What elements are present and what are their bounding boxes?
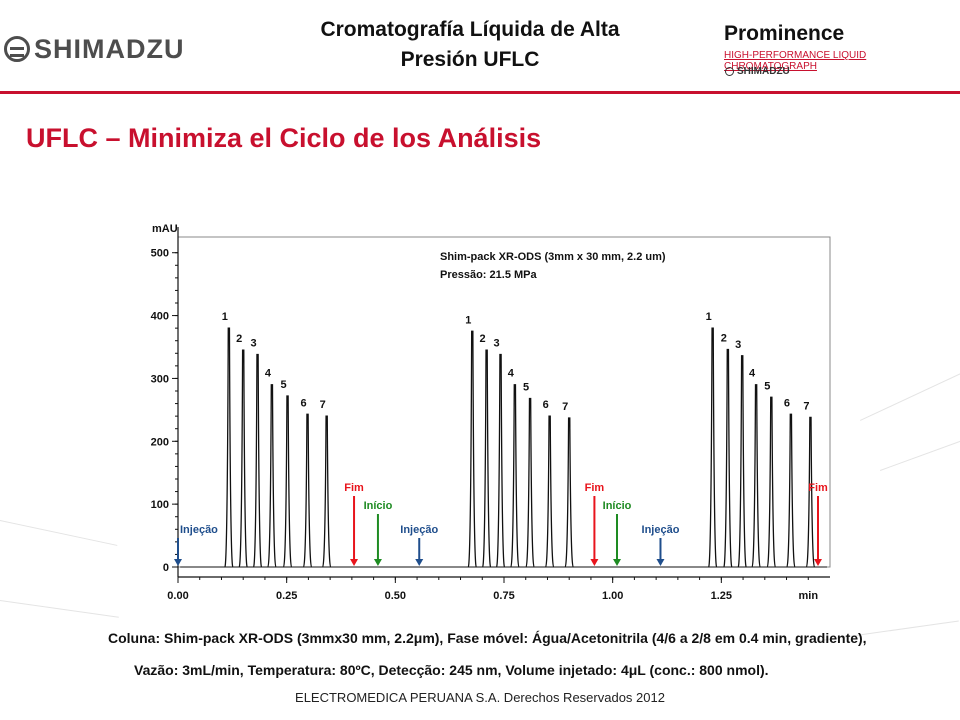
peak-label: 4 [749, 368, 756, 380]
x-tick-label: 0.50 [385, 590, 406, 602]
chromatogram-peak [224, 327, 234, 568]
chromatogram-peak [510, 384, 520, 568]
slide-heading: UFLC – Minimiza el Ciclo de los Análisis [26, 123, 542, 153]
chromatogram-peak [282, 395, 293, 568]
chromatogram-peak [723, 348, 733, 568]
x-tick-label: 1.00 [602, 590, 623, 602]
chromatogram-peak [805, 416, 816, 568]
chromatogram-peak [544, 415, 555, 568]
chromatogram-peak [267, 384, 277, 568]
chromatogram-peak [238, 349, 248, 568]
y-tick-label: 200 [151, 436, 169, 448]
marker-arrowhead [373, 559, 382, 566]
y-tick-label: 400 [151, 311, 169, 323]
peak-label: 1 [465, 314, 471, 326]
marker-label: Fim [808, 482, 828, 494]
peak-label: 3 [493, 338, 499, 350]
product-brand: SHIMADZU [737, 66, 790, 77]
chromatogram-peak [302, 413, 313, 568]
marker-label: Início [603, 500, 632, 512]
title-line-1: Cromatografía Líquida de Alta [320, 18, 620, 41]
x-tick-label: 0.75 [493, 590, 514, 602]
chromatogram-peak [525, 397, 535, 568]
y-axis-label: mAU [152, 223, 178, 235]
peak-label: 1 [706, 311, 712, 323]
footer-text: ELECTROMEDICA PERUANA S.A. Derechos Rese… [295, 690, 665, 705]
background-line [880, 435, 960, 471]
shimadzu-logo-text: SHIMADZU [34, 34, 185, 64]
x-axis-label: min [798, 590, 818, 602]
product-name: Prominence [724, 22, 845, 45]
background-line [0, 600, 119, 618]
plot-frame [177, 236, 831, 568]
chart-annotation: Pressão: 21.5 MPa [440, 269, 537, 281]
chromatogram-peak [766, 396, 776, 568]
caption-line-1: Coluna: Shim-pack XR-ODS (3mmx30 mm, 2.2… [108, 630, 867, 646]
peak-label: 6 [300, 397, 306, 409]
marker-arrowhead [590, 559, 599, 566]
x-tick-label: 0.25 [276, 590, 297, 602]
chromatogram-peak [707, 327, 718, 568]
shimadzu-logo-icon [4, 36, 30, 62]
header-divider [0, 91, 960, 94]
chromatogram-peak [252, 353, 263, 568]
marker-label: Injeção [400, 524, 438, 536]
peak-label: 2 [236, 333, 242, 345]
chromatogram-peak [322, 415, 332, 568]
chromatogram-peak [564, 417, 574, 568]
marker-arrowhead [174, 559, 182, 566]
marker-arrowhead [814, 559, 822, 566]
chromatogram-peak [786, 413, 796, 568]
product-subtitle: HIGH-PERFORMANCE LIQUID CHROMATOGRAPH [724, 50, 867, 72]
peak-label: 5 [280, 379, 286, 391]
chromatogram-peak [467, 330, 477, 568]
peak-label: 6 [784, 397, 790, 409]
peak-label: 2 [480, 333, 486, 345]
chromatogram-peak [495, 353, 506, 568]
title-line-2: Presión UFLC [400, 48, 540, 71]
chromatogram-chart: mAU 0 100 200 300 400 500 0.00 0.25 0.50 0.75 1.00 1… [151, 223, 831, 602]
marker-label: Injeção [180, 524, 218, 536]
marker-arrowhead [415, 559, 424, 566]
y-tick-label: 0 [163, 562, 169, 574]
y-tick-label: 300 [151, 373, 169, 385]
caption-line-2: Vazão: 3mL/min, Temperatura: 80ºC, Detec… [134, 662, 769, 678]
peak-label: 7 [562, 401, 568, 413]
background-line [0, 520, 118, 546]
x-tick-label: 0.00 [167, 590, 188, 602]
peak-label: 2 [721, 333, 727, 345]
peak-label: 7 [320, 399, 326, 411]
chart-annotation: Shim-pack XR-ODS (3mm x 30 mm, 2.2 um) [440, 251, 666, 263]
peak-label: 4 [265, 368, 272, 380]
peak-label: 5 [523, 382, 529, 394]
marker-label: Fim [585, 482, 605, 494]
marker-arrowhead [350, 559, 359, 566]
chromatogram-peak [737, 355, 747, 568]
marker-label: Injeção [642, 524, 680, 536]
peak-label: 5 [764, 380, 770, 392]
peak-label: 6 [543, 399, 549, 411]
marker-label: Fim [344, 482, 364, 494]
marker-label: Início [364, 500, 393, 512]
y-tick-label: 500 [151, 248, 169, 260]
chromatogram-peak [481, 349, 492, 568]
peak-label: 3 [735, 339, 741, 351]
peak-label: 3 [250, 338, 256, 350]
background-line [860, 369, 960, 421]
chromatogram-peak [751, 384, 761, 568]
y-tick-label: 100 [151, 499, 169, 511]
product-logo-icon [725, 67, 734, 76]
marker-arrowhead [613, 559, 622, 566]
x-tick-label: 1.25 [711, 590, 732, 602]
peak-label: 4 [508, 368, 515, 380]
peak-label: 7 [803, 400, 809, 412]
page-title: Cromatografía Líquida de Alta Presión UF… [250, 15, 690, 75]
marker-arrowhead [656, 559, 665, 566]
peak-label: 1 [222, 311, 228, 323]
